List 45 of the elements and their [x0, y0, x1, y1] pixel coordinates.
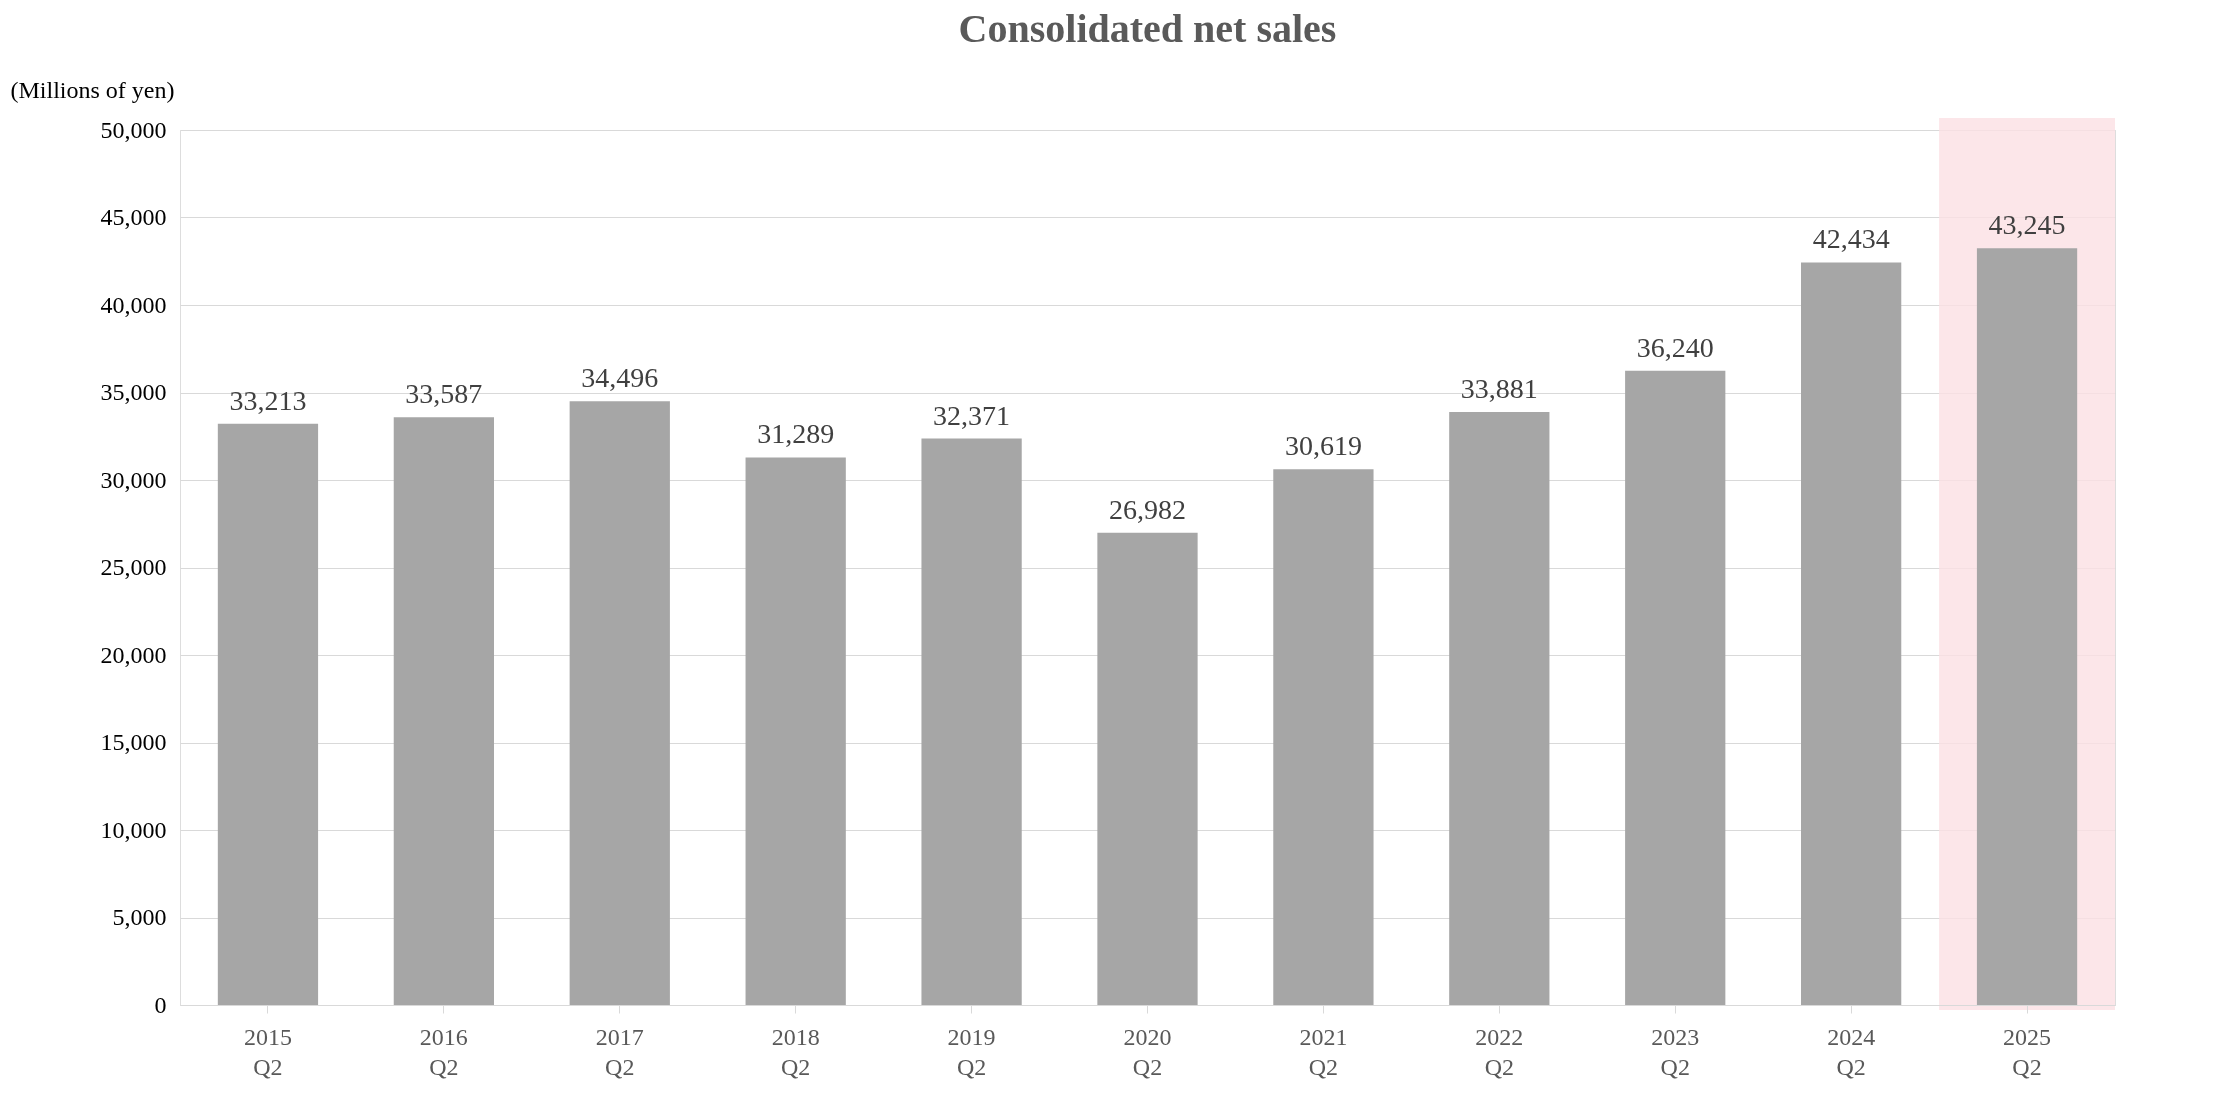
data-label: 31,289: [757, 418, 835, 450]
x-tick-label: 2015 Q2: [243, 1023, 292, 1080]
y-tick-label: 25,000: [100, 554, 167, 580]
x-tick-label: 2025 Q2: [2003, 1023, 2052, 1080]
x-tick-label: 2019 Q2: [947, 1023, 996, 1080]
x-tick-label: 2016 Q2: [419, 1023, 468, 1080]
y-tick-label: 30,000: [100, 466, 167, 493]
data-label: 34,496: [581, 362, 659, 394]
bar: [1097, 532, 1198, 1005]
y-tick-label: 10,000: [100, 816, 167, 843]
data-label: 42,434: [1812, 223, 1890, 255]
y-tick-label: 40,000: [100, 291, 167, 318]
y-tick-label: 20,000: [100, 641, 167, 668]
data-label: 36,240: [1636, 331, 1714, 363]
y-tick-label: 5,000: [112, 904, 167, 930]
data-label: 26,982: [1109, 493, 1186, 525]
x-tick-label: 2021 Q2: [1299, 1023, 1348, 1080]
data-label: 32,371: [933, 399, 1011, 431]
bar: [1625, 370, 1726, 1005]
data-label: 30,619: [1284, 430, 1362, 462]
y-tick-label: 15,000: [100, 729, 167, 755]
bar: [569, 401, 670, 1005]
x-tick-label: 2018 Q2: [771, 1023, 820, 1080]
bar: [393, 417, 494, 1005]
x-tick-label: 2022 Q2: [1475, 1023, 1524, 1080]
bar: [217, 423, 319, 1005]
y-tick-label: 50,000: [100, 116, 167, 143]
data-label: 33,881: [1460, 373, 1538, 405]
chart-title: Consolidated net sales: [958, 6, 1337, 51]
bar: [745, 457, 846, 1005]
y-tick-label: 0: [154, 991, 167, 1018]
y-axis-title: (Millions of yen): [10, 76, 175, 103]
x-tick-label: 2024 Q2: [1827, 1023, 1876, 1080]
bar: [921, 438, 1022, 1005]
bar: [1801, 262, 1902, 1005]
x-tick-label: 2017 Q2: [595, 1023, 644, 1080]
data-label: 33,213: [229, 384, 307, 416]
x-tick-label: 2020 Q2: [1123, 1023, 1172, 1080]
bar: [1449, 412, 1550, 1005]
y-tick-label: 45,000: [100, 204, 167, 230]
x-tick-label: 2023 Q2: [1651, 1023, 1700, 1080]
bar: [1273, 469, 1374, 1005]
y-tick-label: 35,000: [100, 379, 167, 405]
data-label: 43,245: [1988, 209, 2066, 241]
data-label: 33,587: [405, 378, 483, 410]
